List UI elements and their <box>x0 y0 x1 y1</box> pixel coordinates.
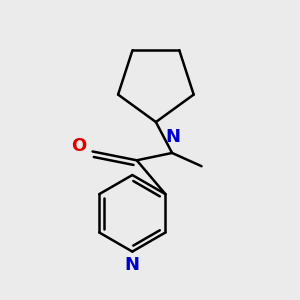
Text: N: N <box>165 128 180 146</box>
Text: O: O <box>71 137 86 155</box>
Text: N: N <box>125 256 140 274</box>
